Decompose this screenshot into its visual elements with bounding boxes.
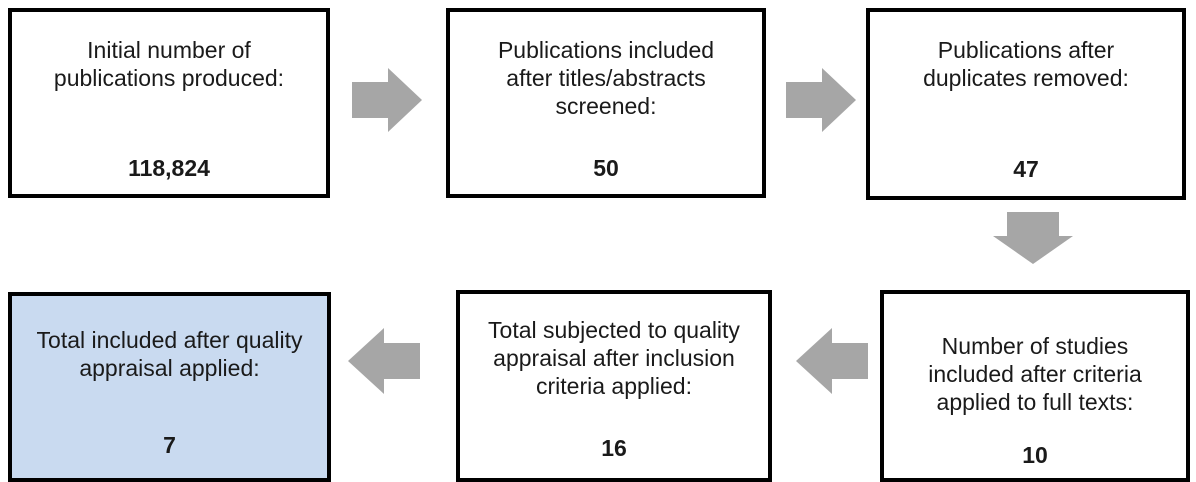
step-value: 50 — [593, 155, 619, 181]
step-box-criteria-applied-full-texts: Number of studies included after criteri… — [880, 290, 1190, 482]
step-label: Publications included after titles/abstr… — [497, 37, 715, 119]
step-label: Total included after quality appraisal a… — [36, 327, 303, 381]
step-box-duplicates-removed: Publications after duplicates removed: 4… — [866, 8, 1186, 200]
step-value: 10 — [1022, 442, 1048, 468]
step-box-quality-appraisal-included: Total included after quality appraisal a… — [8, 292, 331, 482]
step-box-titles-abstracts-screened: Publications included after titles/abstr… — [446, 8, 766, 198]
step-value: 118,824 — [128, 155, 210, 181]
step-value: 16 — [601, 435, 627, 461]
step-label: Initial number of publications produced: — [53, 37, 285, 91]
step-value: 7 — [163, 432, 176, 458]
step-label: Number of studies included after criteri… — [928, 333, 1142, 415]
step-box-initial-publications: Initial number of publications produced:… — [8, 8, 330, 198]
right-arrow-icon — [352, 68, 422, 132]
step-value: 47 — [1013, 156, 1039, 182]
right-arrow-icon — [786, 68, 856, 132]
step-label: Total subjected to quality appraisal aft… — [488, 317, 740, 399]
left-arrow-icon — [796, 328, 868, 394]
step-label: Publications after duplicates removed: — [923, 37, 1129, 91]
down-arrow-icon — [993, 212, 1073, 264]
left-arrow-icon — [348, 328, 420, 394]
step-box-subjected-to-quality-appraisal: Total subjected to quality appraisal aft… — [456, 290, 772, 482]
